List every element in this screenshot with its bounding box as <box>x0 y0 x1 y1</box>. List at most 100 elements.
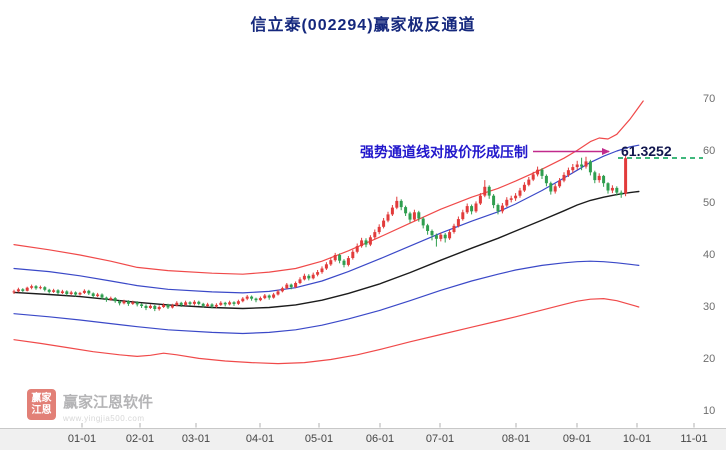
candle <box>470 204 474 215</box>
watermark-logo-line1: 赢家 <box>31 393 52 404</box>
candle <box>74 291 78 297</box>
candle <box>34 285 38 290</box>
candle <box>311 272 315 280</box>
candle <box>584 156 588 169</box>
candle <box>514 193 518 201</box>
candle <box>316 270 320 277</box>
candle <box>505 197 509 208</box>
candle <box>487 185 491 199</box>
candle <box>241 297 245 303</box>
candle <box>338 253 342 264</box>
candle <box>465 203 469 214</box>
candle <box>118 300 122 306</box>
candle <box>500 203 504 214</box>
candle <box>258 296 262 302</box>
candles-layer <box>12 154 628 312</box>
candle <box>131 300 135 305</box>
candle <box>285 283 289 290</box>
candle <box>166 303 170 309</box>
x-axis: 01-01 02-01 03-01 04-01 05-01 06-01 07-01 08-01… <box>0 428 726 450</box>
candle <box>509 195 513 203</box>
candle <box>38 285 42 290</box>
candle <box>496 203 500 215</box>
candle <box>355 243 359 254</box>
candle <box>280 286 284 293</box>
candle <box>47 288 51 294</box>
candle <box>56 289 60 295</box>
candle <box>192 300 196 306</box>
candle <box>307 274 311 281</box>
candle <box>21 288 25 292</box>
candle <box>602 174 606 187</box>
candle <box>456 216 460 228</box>
candle <box>78 291 82 296</box>
candle <box>364 238 368 248</box>
candle <box>294 281 298 289</box>
candle <box>170 303 174 309</box>
candle <box>395 196 399 210</box>
candle <box>390 205 394 216</box>
candle <box>404 205 408 216</box>
candle <box>593 170 597 184</box>
candle <box>298 277 302 285</box>
candle <box>52 288 56 293</box>
x-tick-label: 03-01 <box>181 433 211 445</box>
candle <box>558 178 562 188</box>
candle <box>144 304 148 311</box>
candle <box>492 194 496 209</box>
candle <box>566 167 570 177</box>
candle <box>25 286 29 292</box>
candle <box>382 218 386 229</box>
candle <box>536 166 540 177</box>
candle <box>16 287 20 293</box>
candle <box>43 286 47 292</box>
candle <box>351 249 355 260</box>
x-tick-label: 09-01 <box>562 433 592 445</box>
candle <box>245 295 249 301</box>
candle <box>210 303 214 309</box>
candle <box>140 303 144 308</box>
candle <box>232 301 236 306</box>
candle <box>368 235 372 247</box>
candle <box>333 252 337 262</box>
candle <box>478 193 482 205</box>
candle <box>272 292 276 299</box>
candle <box>426 223 430 235</box>
x-tick-label: 10-01 <box>622 433 652 445</box>
candle <box>65 290 69 296</box>
candle <box>624 154 628 197</box>
candle <box>206 302 210 307</box>
x-tick-label: 06-01 <box>365 433 395 445</box>
candle <box>448 230 452 240</box>
candle <box>562 172 566 183</box>
x-tick-label: 01-01 <box>67 433 97 445</box>
candle <box>126 300 130 306</box>
candle <box>619 190 623 198</box>
candle <box>443 233 447 243</box>
candle <box>100 293 104 300</box>
x-tick-label: 02-01 <box>125 433 155 445</box>
candle <box>360 237 364 248</box>
candle <box>122 299 126 305</box>
candle <box>430 229 434 241</box>
candle <box>417 210 421 222</box>
candle <box>606 182 610 194</box>
candle <box>201 302 205 308</box>
candle <box>439 232 443 242</box>
candle <box>386 211 390 223</box>
candle <box>228 300 232 306</box>
candle <box>518 187 522 198</box>
candle <box>91 292 95 298</box>
x-tick-label: 08-01 <box>501 433 531 445</box>
candle <box>162 303 166 308</box>
candle <box>82 289 86 294</box>
candle <box>179 301 183 307</box>
candle <box>540 168 544 179</box>
candle <box>474 201 478 213</box>
candle <box>30 284 34 290</box>
candle <box>434 233 438 247</box>
candle <box>377 224 381 235</box>
candle <box>597 173 601 183</box>
candle <box>580 157 584 171</box>
